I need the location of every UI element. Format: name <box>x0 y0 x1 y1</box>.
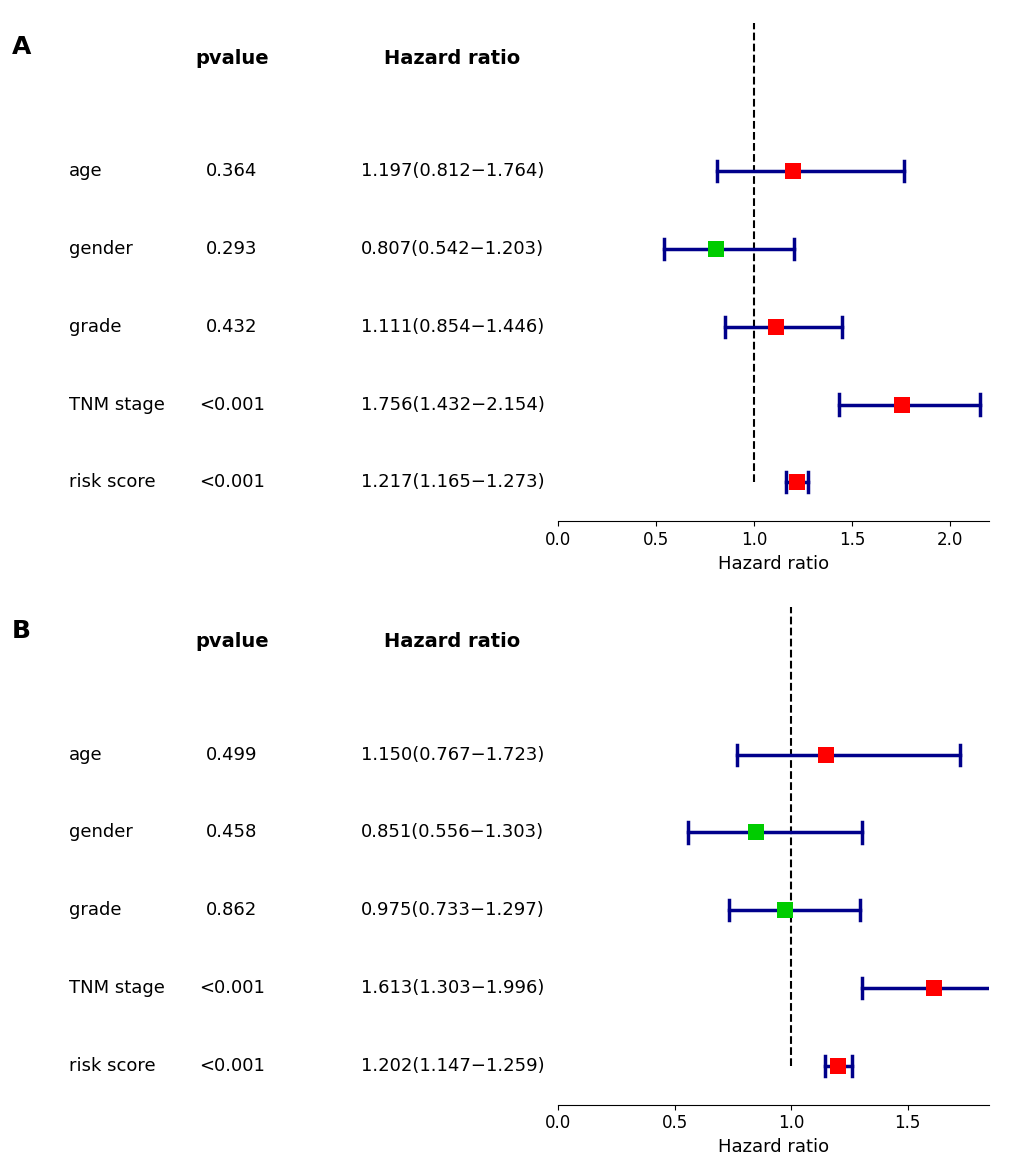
Text: pvalue: pvalue <box>195 633 268 651</box>
Text: 0.807(0.542−1.203): 0.807(0.542−1.203) <box>361 240 543 258</box>
Text: grade: grade <box>69 901 121 920</box>
Text: TNM stage: TNM stage <box>69 979 165 997</box>
Text: pvalue: pvalue <box>195 49 268 68</box>
Text: 1.613(1.303−1.996): 1.613(1.303−1.996) <box>361 979 543 997</box>
Text: 1.756(1.432−2.154): 1.756(1.432−2.154) <box>360 396 544 413</box>
Text: 1.217(1.165−1.273): 1.217(1.165−1.273) <box>361 474 544 491</box>
Text: 1.202(1.147−1.259): 1.202(1.147−1.259) <box>361 1057 544 1075</box>
Text: age: age <box>69 162 103 180</box>
Text: 0.862: 0.862 <box>206 901 258 920</box>
Text: TNM stage: TNM stage <box>69 396 165 413</box>
Text: 0.851(0.556−1.303): 0.851(0.556−1.303) <box>361 824 543 841</box>
Text: <0.001: <0.001 <box>199 979 265 997</box>
Text: risk score: risk score <box>69 1057 156 1075</box>
Text: 0.432: 0.432 <box>206 317 258 336</box>
Text: B: B <box>11 619 31 643</box>
Text: 1.111(0.854−1.446): 1.111(0.854−1.446) <box>361 317 543 336</box>
Text: risk score: risk score <box>69 474 156 491</box>
Text: gender: gender <box>69 240 132 258</box>
Text: <0.001: <0.001 <box>199 396 265 413</box>
Text: 1.150(0.767−1.723): 1.150(0.767−1.723) <box>361 746 543 763</box>
Text: 0.499: 0.499 <box>206 746 258 763</box>
Text: 0.975(0.733−1.297): 0.975(0.733−1.297) <box>361 901 544 920</box>
Text: gender: gender <box>69 824 132 841</box>
Text: 0.293: 0.293 <box>206 240 258 258</box>
Text: 0.458: 0.458 <box>206 824 258 841</box>
Text: Hazard ratio: Hazard ratio <box>384 633 520 651</box>
Text: A: A <box>11 35 31 60</box>
Text: <0.001: <0.001 <box>199 474 265 491</box>
Text: age: age <box>69 746 103 763</box>
Text: Hazard ratio: Hazard ratio <box>384 49 520 68</box>
Text: grade: grade <box>69 317 121 336</box>
Text: 1.197(0.812−1.764): 1.197(0.812−1.764) <box>361 162 543 180</box>
Text: 0.364: 0.364 <box>206 162 258 180</box>
Text: <0.001: <0.001 <box>199 1057 265 1075</box>
